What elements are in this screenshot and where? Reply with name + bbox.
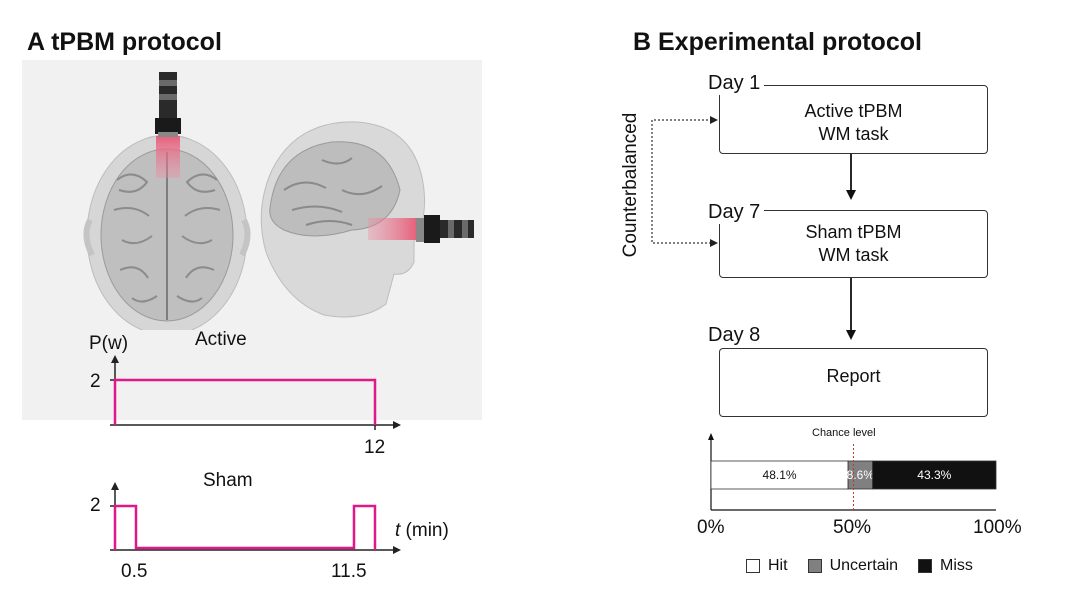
- step-box-day1: Active tPBM WM task: [719, 85, 988, 154]
- arrow-day1-to-day7-head: [846, 190, 856, 200]
- bar-y-axis-arrow: [708, 433, 714, 440]
- active-x-tick-label: 12: [364, 437, 386, 458]
- day1-label: Day 1: [704, 72, 765, 95]
- sham-y-axis-arrow: [111, 482, 119, 490]
- legend-swatch-uncertain: [807, 559, 822, 573]
- response-bar-chart: 48.1% 8.6% 43.3%: [708, 433, 997, 511]
- arrow-day7-to-day8-head: [846, 330, 856, 340]
- top-laser-device-icon: [155, 72, 181, 137]
- active-x-axis-arrow: [393, 421, 401, 429]
- legend-swatch-hit: [746, 559, 760, 573]
- step-day1-line1: Active tPBM: [804, 101, 903, 121]
- legend-label-hit: Hit: [768, 557, 788, 574]
- panel-b-title: B Experimental protocol: [633, 28, 922, 56]
- active-pulse-line: [113, 378, 377, 425]
- sham-x-tick-start-label: 0.5: [121, 561, 148, 582]
- head-illustration: [83, 72, 474, 330]
- legend-label-uncertain: Uncertain: [829, 557, 899, 574]
- step-box-day8: Report: [719, 348, 988, 417]
- counterbalanced-connector: [651, 119, 712, 244]
- bar-label-miss: 43.3%: [917, 468, 951, 482]
- active-chart-ylabel: P(w): [89, 333, 129, 354]
- bar-tick-50: 50%: [833, 517, 872, 538]
- panel-a-title: A tPBM protocol: [27, 28, 222, 56]
- day7-label: Day 7: [704, 201, 765, 224]
- bar-tick-100: 100%: [973, 517, 1022, 538]
- active-y-tick-label: 2: [90, 371, 101, 392]
- horizontal-light-beam: [368, 218, 416, 240]
- protocol-arrows: [651, 116, 856, 340]
- step-day1-line2: WM task: [818, 124, 889, 144]
- bar-segment-hit: [710, 460, 849, 490]
- step-day7-line2: WM task: [818, 245, 889, 265]
- counterbalanced-arrow-top: [710, 116, 718, 124]
- sham-y-tick-label: 2: [90, 495, 101, 516]
- side-laser-device-icon: [416, 215, 474, 243]
- active-chart-title: Active: [195, 329, 247, 350]
- sham-pulse-line: [113, 504, 377, 550]
- sham-pulse-chart: [110, 482, 401, 554]
- active-pulse-chart: [110, 355, 401, 430]
- legend: Hit Uncertain Miss: [746, 557, 973, 575]
- top-view-head: [83, 134, 251, 330]
- step-day7-line1: Sham tPBM: [805, 222, 902, 242]
- step-day8-line1: Report: [826, 366, 881, 386]
- sham-x-tick-end-label: 11.5: [331, 561, 367, 582]
- sham-xlabel-unit: (min): [400, 520, 449, 541]
- side-view-head: [260, 121, 425, 318]
- chance-level-label: Chance level: [812, 427, 876, 439]
- bar-label-uncertain: 8.6%: [847, 468, 875, 482]
- counterbalanced-arrow-bottom: [710, 239, 718, 247]
- legend-swatch-miss: [918, 559, 933, 573]
- bar-segment-miss: [872, 460, 997, 490]
- bar-label-hit: 48.1%: [763, 468, 797, 482]
- counterbalanced-label: Counterbalanced: [620, 112, 641, 258]
- sham-chart-title: Sham: [203, 470, 253, 491]
- bar-tick-0: 0%: [697, 517, 725, 538]
- sham-xlabel-variable: t: [395, 520, 401, 541]
- legend-label-miss: Miss: [940, 557, 973, 574]
- sham-xlabel: t (min): [395, 520, 449, 542]
- bar-segment-uncertain: [847, 460, 873, 490]
- active-y-axis-arrow: [111, 355, 119, 363]
- vertical-light-beam: [156, 136, 180, 178]
- sham-x-axis-arrow: [393, 546, 401, 554]
- day8-label: Day 8: [704, 324, 765, 347]
